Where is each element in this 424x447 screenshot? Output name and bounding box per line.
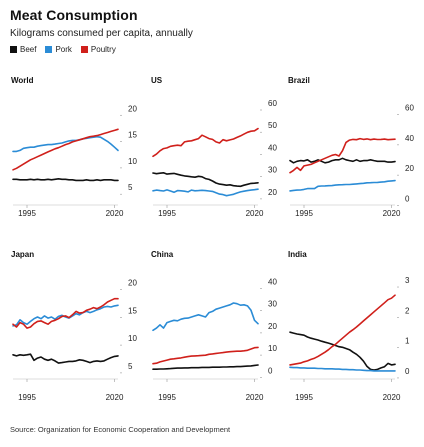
series-line-brazil-pork xyxy=(289,179,396,192)
series-line-india-beef xyxy=(289,331,396,371)
ytick-label-china: 20 xyxy=(268,322,277,331)
panel-title-india: India xyxy=(288,250,307,259)
legend-item-beef: Beef xyxy=(10,45,36,54)
ytick-label-world: 10 xyxy=(128,157,137,166)
legend-label-beef: Beef xyxy=(20,45,37,54)
ytick-label-japan: 10 xyxy=(128,334,137,343)
ytick-label-india: 3 xyxy=(405,276,410,285)
series-line-japan-beef xyxy=(12,353,119,364)
legend-swatch-poultry xyxy=(80,46,88,53)
ytick-label-india: 1 xyxy=(405,337,410,346)
ytick-label-us: 60 xyxy=(268,99,277,108)
ytick-label-india: 2 xyxy=(405,306,410,315)
xtick-label-india: 2020 xyxy=(383,393,401,402)
ytick-label-world: 20 xyxy=(128,104,137,113)
panel-title-world: World xyxy=(11,76,34,85)
legend-item-poultry: Poultry xyxy=(80,45,116,54)
series-line-us-beef xyxy=(152,172,259,188)
panel-title-us: US xyxy=(151,76,163,85)
ytick-label-us: 20 xyxy=(268,188,277,197)
series-line-india-pork xyxy=(289,366,396,372)
ytick-label-japan: 5 xyxy=(128,362,133,371)
series-line-us-pork xyxy=(152,188,259,197)
xtick-label-us: 1995 xyxy=(158,209,176,218)
ytick-label-us: 50 xyxy=(268,121,277,130)
xtick-label-india: 1995 xyxy=(295,393,313,402)
series-line-china-pork xyxy=(152,302,259,332)
ytick-label-us: 30 xyxy=(268,166,277,175)
series-line-india-poultry xyxy=(289,294,396,366)
legend-label-pork: Pork xyxy=(55,45,72,54)
legend: Beef Pork Poultry xyxy=(10,45,116,54)
ytick-label-china: 40 xyxy=(268,277,277,286)
series-line-world-beef xyxy=(12,178,119,182)
ytick-label-brazil: 60 xyxy=(405,104,414,113)
legend-item-pork: Pork xyxy=(45,45,72,54)
ytick-label-brazil: 40 xyxy=(405,134,414,143)
xtick-label-china: 1995 xyxy=(158,393,176,402)
ytick-label-china: 10 xyxy=(268,344,277,353)
ytick-label-china: 0 xyxy=(268,366,273,375)
series-line-japan-poultry xyxy=(12,297,119,329)
xtick-label-brazil: 1995 xyxy=(295,209,313,218)
xtick-label-japan: 2020 xyxy=(106,393,124,402)
xtick-label-japan: 1995 xyxy=(18,393,36,402)
xtick-label-china: 2020 xyxy=(246,393,264,402)
xtick-label-world: 1995 xyxy=(18,209,36,218)
panel-title-china: China xyxy=(151,250,174,259)
xtick-label-world: 2020 xyxy=(106,209,124,218)
legend-swatch-beef xyxy=(10,46,17,53)
ytick-label-us: 40 xyxy=(268,143,277,152)
series-line-brazil-poultry xyxy=(289,137,396,174)
source-note: Source: Organization for Economic Cooper… xyxy=(10,425,231,434)
chart-subtitle: Kilograms consumed per capita, annually xyxy=(10,28,193,39)
legend-label-poultry: Poultry xyxy=(90,45,116,54)
ytick-label-brazil: 0 xyxy=(405,194,410,203)
chart-title: Meat Consumption xyxy=(10,7,138,23)
ytick-label-india: 0 xyxy=(405,367,410,376)
ytick-label-world: 15 xyxy=(128,131,137,140)
series-line-china-beef xyxy=(152,364,259,371)
panel-title-japan: Japan xyxy=(11,250,34,259)
ytick-label-world: 5 xyxy=(128,183,133,192)
ytick-label-japan: 20 xyxy=(128,279,137,288)
series-line-japan-pork xyxy=(12,304,119,327)
ytick-label-japan: 15 xyxy=(128,306,137,315)
ytick-label-china: 30 xyxy=(268,300,277,309)
series-line-china-poultry xyxy=(152,346,259,365)
series-line-us-poultry xyxy=(152,127,259,158)
legend-swatch-pork xyxy=(45,46,53,53)
xtick-label-brazil: 2020 xyxy=(383,209,401,218)
ytick-label-brazil: 20 xyxy=(405,164,414,173)
series-line-world-poultry xyxy=(12,128,119,171)
series-line-brazil-beef xyxy=(289,157,396,164)
series-line-world-pork xyxy=(12,135,119,153)
xtick-label-us: 2020 xyxy=(246,209,264,218)
panel-title-brazil: Brazil xyxy=(288,76,310,85)
